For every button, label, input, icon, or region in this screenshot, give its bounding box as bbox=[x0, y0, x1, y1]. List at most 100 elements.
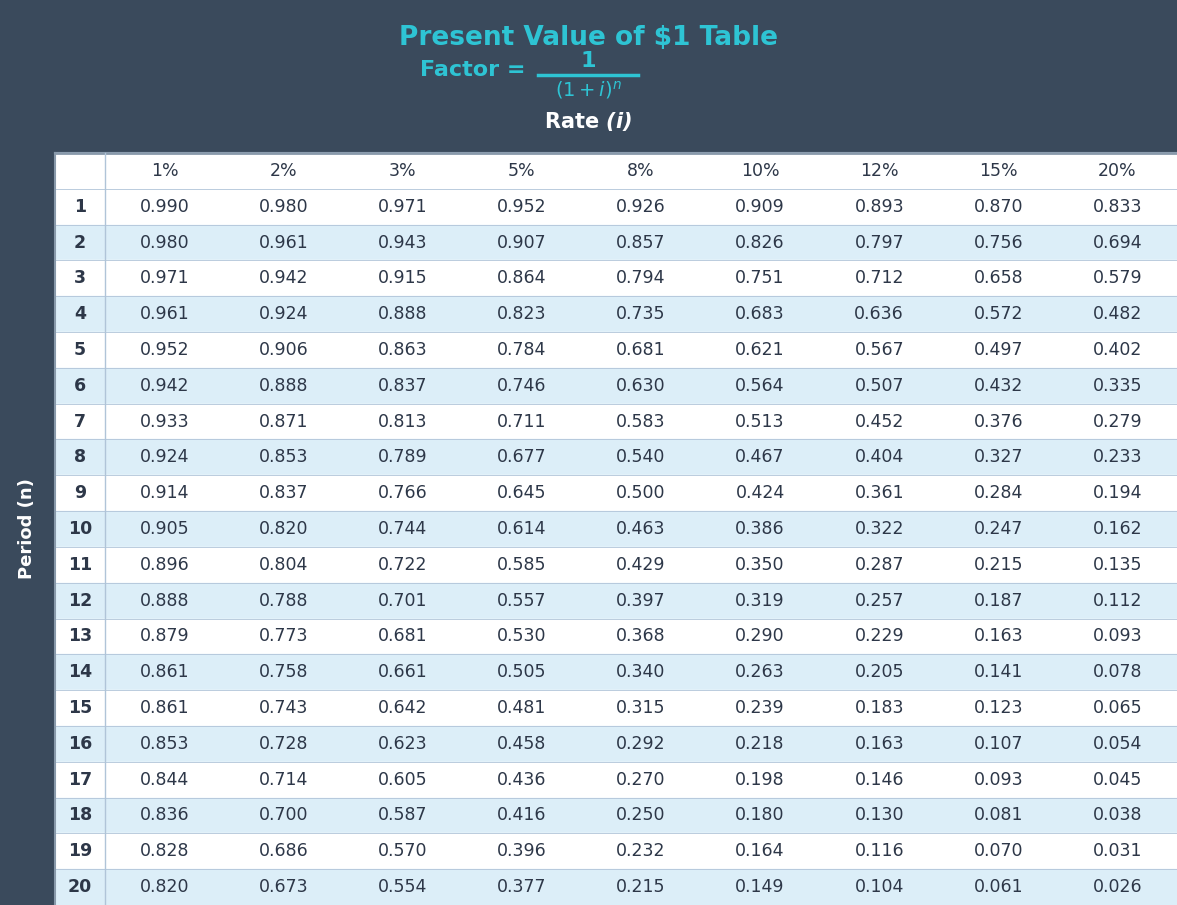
Text: 0.250: 0.250 bbox=[617, 806, 666, 824]
Text: 0.215: 0.215 bbox=[617, 878, 666, 896]
Text: 0.070: 0.070 bbox=[973, 843, 1023, 861]
Text: 0.766: 0.766 bbox=[378, 484, 427, 502]
Text: 0.026: 0.026 bbox=[1092, 878, 1142, 896]
Text: 0.507: 0.507 bbox=[855, 376, 904, 395]
Text: 0.107: 0.107 bbox=[973, 735, 1023, 753]
Bar bbox=[55, 869, 105, 905]
Text: 0.870: 0.870 bbox=[973, 197, 1023, 215]
Bar bbox=[105, 547, 1177, 583]
Text: 0.864: 0.864 bbox=[497, 270, 546, 287]
Text: 0.980: 0.980 bbox=[140, 233, 189, 252]
Text: 0.888: 0.888 bbox=[140, 592, 189, 610]
Text: 0.054: 0.054 bbox=[1092, 735, 1142, 753]
Text: 0.857: 0.857 bbox=[617, 233, 666, 252]
Text: 0.924: 0.924 bbox=[259, 305, 308, 323]
Text: 0.162: 0.162 bbox=[1092, 520, 1142, 538]
Text: 0.863: 0.863 bbox=[378, 341, 427, 359]
Text: 0.642: 0.642 bbox=[378, 699, 427, 717]
Text: 0.722: 0.722 bbox=[378, 556, 427, 574]
Text: 0.327: 0.327 bbox=[973, 448, 1023, 466]
Text: 0.335: 0.335 bbox=[1092, 376, 1142, 395]
Text: 0.942: 0.942 bbox=[259, 270, 308, 287]
Bar bbox=[105, 296, 1177, 332]
Text: 0.700: 0.700 bbox=[259, 806, 308, 824]
Text: 5%: 5% bbox=[508, 162, 536, 180]
Bar bbox=[55, 296, 105, 332]
Text: 0.198: 0.198 bbox=[736, 771, 785, 788]
Text: 0.906: 0.906 bbox=[259, 341, 308, 359]
Text: 0.319: 0.319 bbox=[736, 592, 785, 610]
Bar bbox=[105, 189, 1177, 224]
Text: 0.585: 0.585 bbox=[497, 556, 546, 574]
Text: 0.735: 0.735 bbox=[617, 305, 666, 323]
Bar bbox=[55, 440, 105, 475]
Text: 0.773: 0.773 bbox=[259, 627, 308, 645]
Text: 9: 9 bbox=[74, 484, 86, 502]
Text: 0.287: 0.287 bbox=[855, 556, 904, 574]
Text: 0.104: 0.104 bbox=[855, 878, 904, 896]
Text: 0.247: 0.247 bbox=[973, 520, 1023, 538]
Text: 8%: 8% bbox=[627, 162, 654, 180]
Bar bbox=[105, 511, 1177, 547]
Text: 0.905: 0.905 bbox=[140, 520, 189, 538]
Text: 0.701: 0.701 bbox=[378, 592, 427, 610]
Bar bbox=[105, 691, 1177, 726]
Text: 0.909: 0.909 bbox=[736, 197, 785, 215]
Bar bbox=[55, 797, 105, 834]
Text: 0.500: 0.500 bbox=[617, 484, 666, 502]
Text: 12%: 12% bbox=[860, 162, 898, 180]
Text: 3: 3 bbox=[74, 270, 86, 287]
Text: 0.971: 0.971 bbox=[140, 270, 189, 287]
Text: 0.112: 0.112 bbox=[1092, 592, 1142, 610]
Bar bbox=[55, 726, 105, 762]
Bar bbox=[105, 726, 1177, 762]
Bar bbox=[55, 547, 105, 583]
Bar bbox=[105, 583, 1177, 618]
Text: 0.833: 0.833 bbox=[1092, 197, 1142, 215]
Text: 0.694: 0.694 bbox=[1092, 233, 1142, 252]
Text: 0.828: 0.828 bbox=[140, 843, 189, 861]
Text: 0.661: 0.661 bbox=[378, 663, 427, 681]
Text: 4: 4 bbox=[74, 305, 86, 323]
Text: 0.784: 0.784 bbox=[497, 341, 546, 359]
Text: 0.714: 0.714 bbox=[259, 771, 308, 788]
Text: 0.820: 0.820 bbox=[259, 520, 308, 538]
Text: 0.681: 0.681 bbox=[378, 627, 427, 645]
Text: $(1 + i)^n$: $(1 + i)^n$ bbox=[554, 79, 621, 101]
Text: 0.623: 0.623 bbox=[378, 735, 427, 753]
Text: 0.914: 0.914 bbox=[140, 484, 189, 502]
Text: 0.540: 0.540 bbox=[617, 448, 666, 466]
Text: 0.270: 0.270 bbox=[617, 771, 666, 788]
Text: 0.257: 0.257 bbox=[855, 592, 904, 610]
Text: 0.135: 0.135 bbox=[1092, 556, 1142, 574]
Bar bbox=[105, 654, 1177, 691]
Text: 0.429: 0.429 bbox=[617, 556, 666, 574]
Text: 0.837: 0.837 bbox=[378, 376, 427, 395]
Text: 0.712: 0.712 bbox=[855, 270, 904, 287]
Text: 0.232: 0.232 bbox=[617, 843, 666, 861]
Text: 0.943: 0.943 bbox=[378, 233, 427, 252]
Bar bbox=[105, 332, 1177, 367]
Text: 0.853: 0.853 bbox=[259, 448, 308, 466]
Text: 0.820: 0.820 bbox=[140, 878, 189, 896]
Text: 0.587: 0.587 bbox=[378, 806, 427, 824]
Bar bbox=[105, 834, 1177, 869]
Bar bbox=[55, 367, 105, 404]
Text: 0.368: 0.368 bbox=[617, 627, 666, 645]
Text: 14: 14 bbox=[68, 663, 92, 681]
Text: 0.746: 0.746 bbox=[497, 376, 546, 395]
Bar bbox=[105, 367, 1177, 404]
Text: 0.215: 0.215 bbox=[973, 556, 1023, 574]
Text: 16: 16 bbox=[68, 735, 92, 753]
Text: 0.038: 0.038 bbox=[1092, 806, 1142, 824]
Text: 0.233: 0.233 bbox=[1092, 448, 1142, 466]
Text: 0.180: 0.180 bbox=[736, 806, 785, 824]
Text: 3%: 3% bbox=[388, 162, 417, 180]
Text: 0.292: 0.292 bbox=[617, 735, 666, 753]
Text: 0.164: 0.164 bbox=[736, 843, 785, 861]
Text: 0.758: 0.758 bbox=[259, 663, 308, 681]
Text: 0.673: 0.673 bbox=[259, 878, 308, 896]
Text: 0.605: 0.605 bbox=[378, 771, 427, 788]
Text: 0.853: 0.853 bbox=[140, 735, 189, 753]
Text: 0.123: 0.123 bbox=[973, 699, 1023, 717]
